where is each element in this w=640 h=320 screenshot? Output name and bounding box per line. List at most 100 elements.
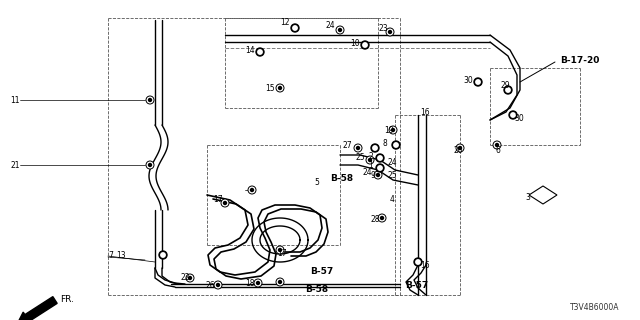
Text: 16: 16 [420, 260, 429, 269]
Text: 2: 2 [368, 151, 372, 161]
Circle shape [248, 186, 256, 194]
Text: 17: 17 [277, 249, 287, 258]
Circle shape [392, 129, 394, 132]
Text: 26: 26 [205, 281, 214, 290]
Circle shape [221, 199, 229, 207]
Text: 8: 8 [382, 139, 387, 148]
Circle shape [363, 43, 367, 47]
Text: FR.: FR. [60, 295, 74, 305]
Circle shape [373, 146, 377, 150]
Circle shape [214, 281, 222, 289]
Text: 11: 11 [10, 95, 19, 105]
Text: B-58: B-58 [305, 285, 328, 294]
Circle shape [509, 111, 517, 119]
Circle shape [354, 144, 362, 152]
Text: T3V4B6000A: T3V4B6000A [570, 303, 620, 313]
Text: 20: 20 [453, 146, 463, 155]
Circle shape [378, 156, 382, 160]
Text: 4: 4 [390, 196, 395, 204]
Circle shape [389, 126, 397, 134]
Circle shape [394, 143, 398, 147]
Text: 1: 1 [368, 161, 372, 170]
Circle shape [161, 253, 165, 257]
Text: 17: 17 [213, 196, 223, 204]
Circle shape [250, 188, 253, 191]
Text: 30: 30 [514, 114, 524, 123]
Text: 10: 10 [350, 38, 360, 47]
Text: 24: 24 [362, 167, 372, 177]
Text: 7: 7 [108, 252, 113, 260]
Circle shape [186, 274, 194, 282]
Circle shape [456, 144, 464, 152]
Text: 28: 28 [370, 215, 380, 225]
Text: 29: 29 [500, 81, 509, 90]
Circle shape [376, 164, 384, 172]
Text: B-57: B-57 [405, 281, 428, 290]
Circle shape [511, 113, 515, 117]
Circle shape [159, 251, 167, 259]
Circle shape [388, 30, 392, 34]
Circle shape [416, 260, 420, 264]
Text: 5: 5 [314, 178, 319, 187]
Circle shape [254, 279, 262, 287]
Circle shape [278, 86, 282, 90]
Text: 24: 24 [387, 157, 397, 166]
Circle shape [506, 88, 510, 92]
Text: 21: 21 [10, 161, 19, 170]
Text: 27: 27 [342, 140, 351, 149]
Circle shape [458, 147, 461, 149]
Circle shape [369, 158, 371, 162]
Circle shape [146, 161, 154, 169]
Text: 25: 25 [355, 153, 365, 162]
Text: 25: 25 [387, 171, 397, 180]
Circle shape [148, 164, 152, 166]
Circle shape [374, 171, 382, 179]
Text: B-17-20: B-17-20 [560, 55, 600, 65]
Text: 23: 23 [378, 23, 388, 33]
Circle shape [381, 217, 383, 220]
FancyArrow shape [17, 297, 57, 320]
Text: 6: 6 [495, 146, 500, 155]
Circle shape [258, 50, 262, 54]
Circle shape [291, 24, 299, 32]
Text: 22: 22 [180, 274, 189, 283]
Circle shape [366, 156, 374, 164]
Circle shape [495, 143, 499, 147]
Text: 19: 19 [384, 125, 394, 134]
Circle shape [378, 166, 382, 170]
Circle shape [392, 141, 400, 149]
Text: 15: 15 [265, 84, 275, 92]
Circle shape [146, 96, 154, 104]
Text: 3: 3 [525, 194, 530, 203]
Circle shape [474, 78, 482, 86]
Circle shape [356, 147, 360, 149]
Circle shape [336, 26, 344, 34]
Circle shape [276, 278, 284, 286]
Text: 18: 18 [245, 278, 255, 287]
Circle shape [376, 154, 384, 162]
Circle shape [493, 141, 501, 149]
Circle shape [257, 282, 259, 284]
Circle shape [189, 276, 191, 279]
Circle shape [371, 144, 379, 152]
Text: 12: 12 [280, 18, 289, 27]
Circle shape [278, 249, 282, 252]
Circle shape [361, 41, 369, 49]
Text: 30: 30 [463, 76, 473, 84]
Circle shape [414, 258, 422, 266]
Circle shape [339, 28, 342, 31]
Circle shape [293, 26, 297, 30]
Circle shape [386, 28, 394, 36]
Text: 14: 14 [245, 45, 255, 54]
Circle shape [476, 80, 480, 84]
Circle shape [148, 99, 152, 101]
Circle shape [276, 84, 284, 92]
Text: B-58: B-58 [330, 173, 353, 182]
Text: 13: 13 [116, 252, 125, 260]
Circle shape [504, 86, 512, 94]
Text: 16: 16 [420, 108, 429, 116]
Circle shape [276, 246, 284, 254]
Circle shape [376, 173, 380, 177]
Text: 9: 9 [370, 171, 375, 180]
Circle shape [378, 214, 386, 222]
